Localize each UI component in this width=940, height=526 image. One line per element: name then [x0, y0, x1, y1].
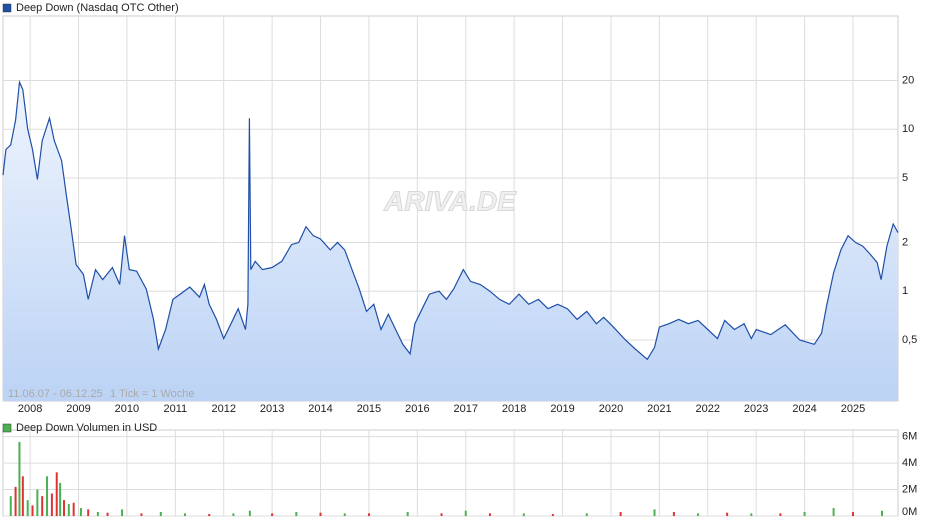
volume-bar — [295, 512, 298, 516]
x-tick-label: 2018 — [502, 403, 526, 415]
volume-bar — [62, 500, 65, 516]
plot-background — [2, 429, 899, 517]
volume-bar — [672, 512, 675, 516]
volume-bar — [248, 510, 251, 516]
volume-bar — [697, 513, 700, 516]
x-tick-label: 2019 — [550, 403, 574, 415]
volume-bar — [59, 482, 62, 516]
legend-swatch — [2, 423, 12, 433]
volume-bar — [96, 512, 99, 516]
x-tick-label: 2024 — [792, 403, 816, 415]
volume-bar — [14, 486, 17, 516]
volume-bar — [55, 472, 58, 516]
volume-bar — [619, 512, 622, 516]
price-area — [3, 82, 898, 401]
volume-bar — [851, 512, 854, 516]
legend-label: Deep Down (Nasdaq OTC Other) — [16, 2, 179, 14]
y-tick-label: 20 — [902, 74, 914, 86]
annotation: 1 Tick = 1 Woche — [110, 388, 194, 400]
price-line — [2, 79, 899, 361]
x-tick-label: 2009 — [66, 403, 90, 415]
x-tick-label: 2025 — [841, 403, 865, 415]
y-tick-label: 5 — [902, 172, 908, 184]
watermark: ARIVA.DE — [383, 185, 517, 216]
volume-bar — [367, 513, 370, 516]
volume-bar — [67, 504, 70, 516]
volume-bar — [881, 510, 884, 516]
volume-bar — [779, 513, 782, 516]
volume-bar — [232, 513, 235, 516]
volume-bar — [140, 513, 143, 516]
volume-bar — [551, 514, 554, 516]
volume-bar — [832, 508, 835, 516]
legend-label: Deep Down Volumen in USD — [16, 422, 157, 434]
legend-swatch — [2, 3, 12, 13]
y-tick-label: 2 — [902, 236, 908, 248]
x-tick-label: 2014 — [308, 403, 332, 415]
x-tick-label: 2023 — [744, 403, 768, 415]
volume-bar — [440, 513, 443, 516]
x-tick-label: 2012 — [211, 403, 235, 415]
y-tick-label: 1 — [902, 285, 908, 297]
volume-bar — [208, 514, 211, 516]
volume-bar — [36, 489, 39, 516]
volume-bar — [464, 510, 467, 516]
volume-bar — [319, 512, 322, 516]
x-tick-label: 2020 — [599, 403, 623, 415]
volume-bar — [159, 512, 162, 516]
y-tick-label: 4M — [902, 457, 917, 469]
volume-bar — [803, 512, 806, 516]
x-tick-label: 2021 — [647, 403, 671, 415]
volume-bar — [26, 500, 29, 516]
x-tick-label: 2010 — [115, 403, 139, 415]
x-tick-label: 2022 — [696, 403, 720, 415]
volume-bar — [106, 512, 109, 516]
volume-bar — [726, 512, 729, 516]
y-tick-label: 6M — [902, 431, 917, 443]
y-tick-label: 10 — [902, 123, 914, 135]
volume-bar — [406, 512, 409, 516]
volume-bar — [50, 493, 53, 516]
volume-bar — [343, 513, 346, 516]
volume-bar — [18, 441, 21, 516]
x-tick-label: 2017 — [454, 403, 478, 415]
volume-bar — [46, 476, 49, 516]
volume-bar — [9, 496, 12, 516]
x-tick-label: 2013 — [260, 403, 284, 415]
volume-bar — [87, 509, 90, 516]
volume-bar — [488, 513, 491, 516]
volume-bar — [184, 513, 187, 516]
x-tick-label: 2016 — [405, 403, 429, 415]
volume-bar — [121, 509, 124, 516]
volume-bar — [653, 509, 656, 516]
x-tick-label: 2008 — [18, 403, 42, 415]
volume-bar — [750, 513, 753, 516]
x-tick-label: 2011 — [163, 403, 187, 415]
volume-bar — [522, 513, 525, 516]
y-tick-label: 2M — [902, 483, 917, 495]
volume-bar — [21, 476, 24, 516]
y-tick-label: 0M — [902, 506, 917, 518]
volume-bar — [41, 496, 44, 516]
volume-bar — [79, 508, 82, 516]
volume-bar — [72, 502, 75, 516]
y-tick-label: 0,5 — [902, 334, 917, 346]
volume-bar — [271, 513, 274, 516]
volume-bar — [31, 505, 34, 516]
annotation: 11.06.07 - 06.12.25 — [8, 388, 103, 400]
volume-bar — [585, 513, 588, 516]
x-tick-label: 2015 — [357, 403, 381, 415]
